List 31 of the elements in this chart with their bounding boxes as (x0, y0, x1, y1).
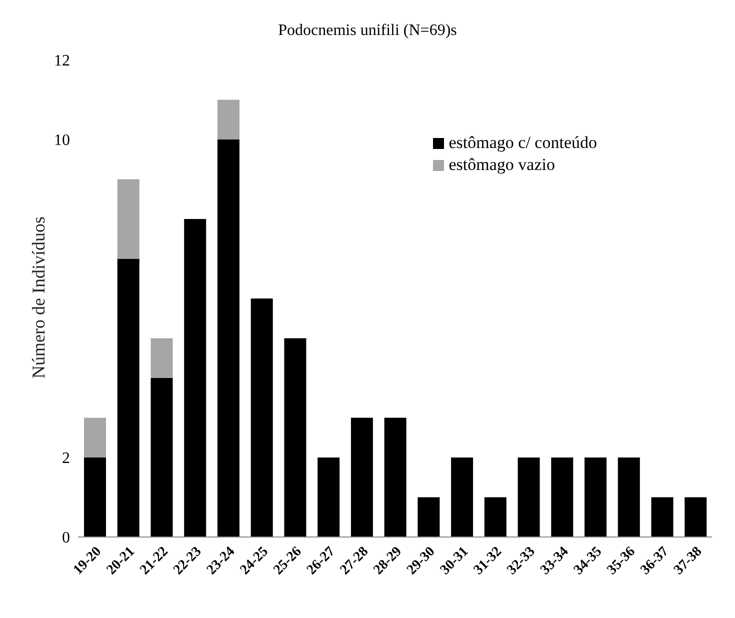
bar (684, 497, 707, 537)
bar (84, 458, 106, 537)
legend-label: estômago vazio (448, 155, 555, 175)
bar (618, 458, 640, 537)
bar (318, 458, 340, 537)
bar (518, 458, 540, 537)
bar (418, 497, 440, 537)
bar (551, 458, 574, 537)
bar (150, 338, 173, 378)
bar (350, 418, 373, 537)
y-tick-label: 0 (62, 530, 70, 547)
bar (284, 338, 306, 537)
legend-label: estômago c/ conteúdo (448, 133, 597, 153)
y-tick-label: 10 (54, 132, 70, 150)
bar (117, 258, 140, 537)
y-tick-label: 2 (62, 450, 70, 468)
bar (384, 418, 406, 537)
bar (84, 418, 106, 458)
bar (484, 497, 506, 537)
bar (217, 140, 240, 537)
chart-title: Podocnemis unifili (N=69)s (277, 22, 458, 41)
y-tick-label: 12 (54, 52, 70, 70)
bar (451, 458, 474, 537)
bar (117, 179, 140, 259)
bar (150, 378, 173, 537)
bar (217, 100, 240, 140)
bar (250, 298, 273, 537)
bar (584, 458, 607, 537)
bar (184, 219, 206, 537)
y-axis-title: Número de Indivíduos (28, 216, 48, 378)
bar (651, 497, 674, 537)
